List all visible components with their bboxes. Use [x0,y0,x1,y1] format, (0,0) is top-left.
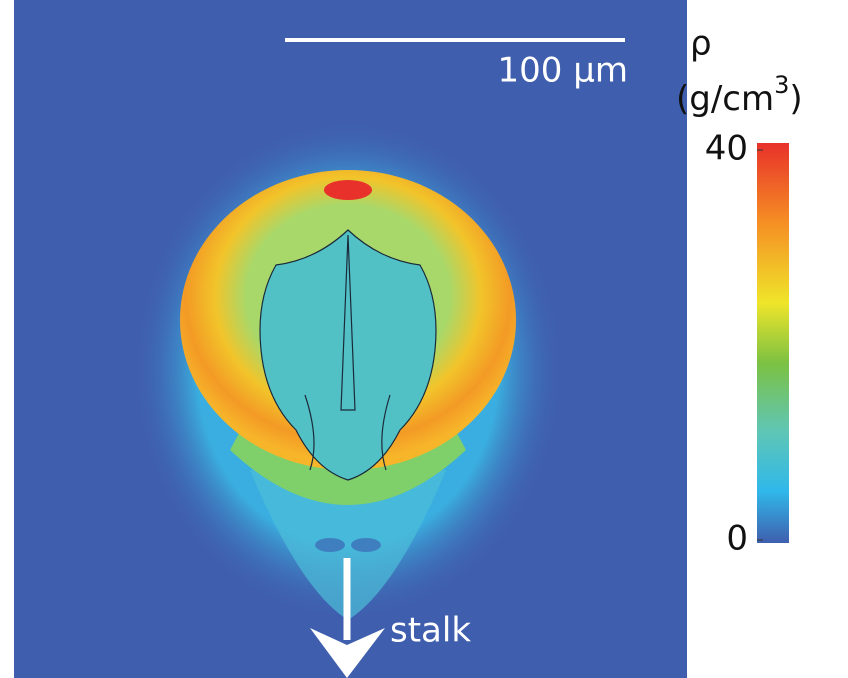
unit-close: ) [789,79,802,119]
colorbar-ticks: 0 40 [705,129,763,559]
colorbar-tick-label: 40 [705,129,748,169]
unit-exponent: 3 [774,71,789,99]
figure: 100 µm stalk ρ (g/cm3) 0 40 [0,0,848,678]
scale-bar-label: 100 µm [498,51,628,91]
unit-base: (g/cm [676,79,774,119]
colorbar-symbol: ρ [690,24,712,64]
colorbar [757,143,789,543]
colorbar-tick-label: 0 [726,519,748,559]
colorbar-unit: (g/cm3) [676,71,803,119]
annotation: stalk [390,611,471,651]
